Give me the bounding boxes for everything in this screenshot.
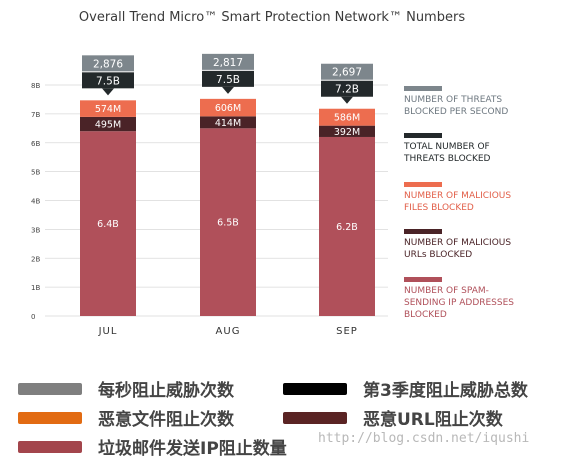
bar-segment-label: 574M	[95, 104, 121, 115]
total-callout	[82, 72, 134, 89]
per-second-label: 2,817	[213, 57, 243, 69]
legend: NUMBER OF THREATS BLOCKED PER SECOND TOTAL…	[403, 86, 514, 320]
legend-label: NUMBER OF THREATS	[404, 95, 502, 105]
legend-swatch	[404, 133, 442, 138]
y-tick-label: 8B	[31, 82, 40, 90]
legend-label: NUMBER OF SPAM-	[404, 286, 489, 296]
bar-segment-label: 495M	[95, 120, 121, 131]
bar-segment	[80, 131, 136, 316]
x-tick-label: AUG	[216, 326, 241, 337]
x-axis-ticks: JUL AUG SEP	[98, 326, 358, 337]
bar-segment	[80, 100, 136, 117]
y-tick-label: 1B	[31, 284, 40, 292]
y-tick-label: 0	[31, 313, 35, 321]
x-tick-label: JUL	[98, 326, 118, 337]
chart-title: Overall Trend Micro™ Smart Protection Ne…	[79, 10, 465, 25]
y-tick-label: 7B	[31, 111, 40, 119]
legend-label: FILES BLOCKED	[404, 203, 474, 213]
y-axis-ticks: 0 1B 2B 3B 4B 5B 6B 7B 8B	[31, 82, 40, 321]
legend-label: NUMBER OF MALICIOUS	[404, 191, 511, 201]
bar-segment-label: 392M	[334, 127, 360, 138]
bars: 6.4B 495M 574M 2,876 7.5B 6.5B 414M 606M 2,817 7.…	[80, 53, 375, 316]
per-second-label: 2,697	[332, 67, 362, 79]
total-callout	[202, 70, 254, 87]
legend-label: NUMBER OF MALICIOUS	[404, 238, 511, 248]
legend-swatch	[404, 277, 442, 282]
legend-swatch	[404, 182, 442, 187]
bar-segment	[319, 136, 375, 316]
legend-swatch	[404, 229, 442, 234]
legend-label: URLs BLOCKED	[404, 250, 472, 260]
per-second-label: 2,876	[93, 58, 123, 70]
bar-segment-label: 586M	[334, 113, 360, 124]
total-callout-pointer	[102, 88, 114, 96]
bar-segment	[200, 116, 256, 129]
legend-label: THREATS BLOCKED	[403, 154, 491, 164]
total-label: 7.5B	[96, 75, 120, 87]
legend-label: TOTAL NUMBER OF	[403, 142, 490, 152]
y-tick-label: 4B	[31, 198, 40, 206]
per-second-callout	[202, 53, 254, 70]
bar-segment-label: 6.2B	[336, 222, 358, 233]
bar-segment	[80, 116, 136, 132]
legend-label: SENDING IP ADDRESSES	[404, 298, 514, 308]
y-tick-label: 6B	[31, 140, 40, 148]
bar-segment	[319, 108, 375, 126]
per-second-callout	[321, 63, 373, 80]
bar-segment-label: 6.5B	[217, 218, 239, 229]
bar-segment	[200, 128, 256, 316]
y-tick-label: 2B	[31, 255, 40, 263]
bar-segment-label: 606M	[215, 103, 241, 114]
total-label: 7.5B	[216, 74, 240, 86]
y-tick-label: 3B	[31, 226, 40, 234]
bar-segment-label: 414M	[215, 118, 241, 129]
y-tick-label: 5B	[31, 169, 40, 177]
total-callout-pointer	[222, 86, 234, 94]
total-callout	[321, 80, 373, 97]
per-second-callout	[82, 55, 134, 72]
watermark: http://blog.csdn.net/iqushi	[318, 431, 530, 446]
legend-swatch	[404, 86, 442, 91]
total-callout-pointer	[341, 96, 353, 104]
total-label: 7.2B	[335, 84, 359, 96]
bar-segment-label: 6.4B	[97, 219, 119, 230]
legend-label: BLOCKED	[404, 310, 447, 320]
bar-segment	[319, 125, 375, 137]
x-tick-label: SEP	[336, 326, 358, 337]
legend-label: BLOCKED PER SECOND	[404, 107, 508, 117]
bar-segment	[200, 98, 256, 117]
